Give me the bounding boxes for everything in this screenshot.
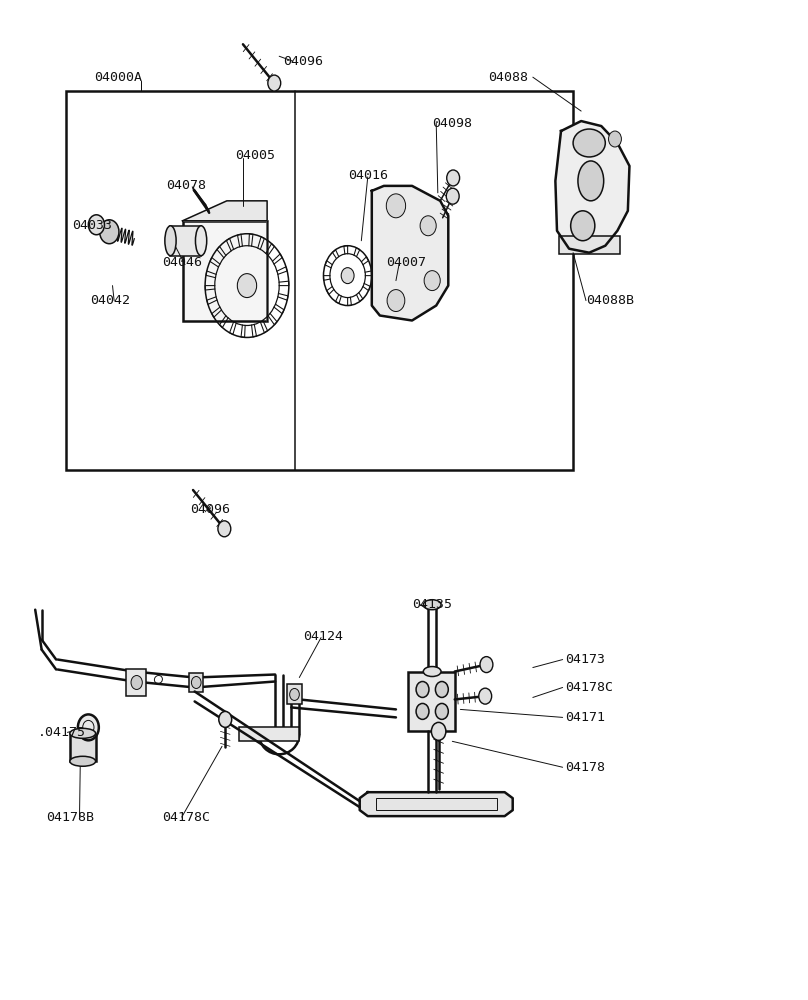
Ellipse shape <box>69 756 95 766</box>
Circle shape <box>416 703 429 719</box>
Circle shape <box>99 220 119 244</box>
Circle shape <box>289 688 299 700</box>
Text: 04178C: 04178C <box>162 811 210 824</box>
Text: .04175: .04175 <box>38 726 86 739</box>
Bar <box>65 91 573 470</box>
Bar <box>69 733 95 761</box>
Ellipse shape <box>423 600 441 610</box>
Circle shape <box>436 703 448 719</box>
Text: 04042: 04042 <box>90 294 130 307</box>
Circle shape <box>191 677 201 688</box>
Ellipse shape <box>578 161 604 201</box>
Text: 04078: 04078 <box>166 179 207 192</box>
Text: 04088B: 04088B <box>586 294 634 307</box>
Circle shape <box>88 215 104 235</box>
Text: 04000A: 04000A <box>94 71 142 84</box>
Polygon shape <box>183 201 267 221</box>
Circle shape <box>386 194 406 218</box>
Circle shape <box>131 676 142 689</box>
Circle shape <box>436 681 448 697</box>
Circle shape <box>480 657 493 673</box>
Ellipse shape <box>423 667 441 677</box>
Bar <box>239 727 299 741</box>
Text: 04096: 04096 <box>191 503 230 516</box>
Text: 04088: 04088 <box>489 71 528 84</box>
Bar <box>183 221 267 320</box>
Circle shape <box>219 711 232 727</box>
Circle shape <box>267 75 280 91</box>
Polygon shape <box>360 792 513 816</box>
Text: 04016: 04016 <box>347 169 388 182</box>
Circle shape <box>608 131 621 147</box>
Text: 04007: 04007 <box>386 256 427 269</box>
Text: 04178B: 04178B <box>46 811 94 824</box>
Bar <box>126 669 146 696</box>
Bar <box>376 798 497 810</box>
Text: 04033: 04033 <box>72 219 112 232</box>
Bar <box>559 236 620 254</box>
Text: 04046: 04046 <box>162 256 203 269</box>
Text: 04096: 04096 <box>284 55 323 68</box>
Bar <box>287 684 301 704</box>
Circle shape <box>431 722 446 740</box>
Circle shape <box>420 216 436 236</box>
Bar <box>189 673 204 692</box>
Text: 04124: 04124 <box>303 630 343 643</box>
Circle shape <box>446 188 459 204</box>
Circle shape <box>387 290 405 312</box>
Text: 04098: 04098 <box>432 117 472 130</box>
Ellipse shape <box>69 728 95 738</box>
Circle shape <box>416 681 429 697</box>
Text: 04173: 04173 <box>565 653 605 666</box>
Bar <box>170 226 201 256</box>
Circle shape <box>479 688 491 704</box>
Bar <box>408 672 455 731</box>
Ellipse shape <box>196 226 207 256</box>
Ellipse shape <box>570 211 595 241</box>
Circle shape <box>341 268 354 284</box>
Circle shape <box>424 271 440 291</box>
Text: 04178C: 04178C <box>565 681 613 694</box>
Polygon shape <box>372 186 448 320</box>
Circle shape <box>78 714 99 740</box>
Polygon shape <box>555 121 629 253</box>
Circle shape <box>447 170 460 186</box>
Circle shape <box>218 521 231 537</box>
Text: 04171: 04171 <box>565 711 605 724</box>
Ellipse shape <box>165 226 176 256</box>
Ellipse shape <box>573 129 605 157</box>
Text: 04178: 04178 <box>565 761 605 774</box>
Circle shape <box>238 274 257 298</box>
Text: 04135: 04135 <box>412 598 452 611</box>
Text: 04005: 04005 <box>235 149 275 162</box>
